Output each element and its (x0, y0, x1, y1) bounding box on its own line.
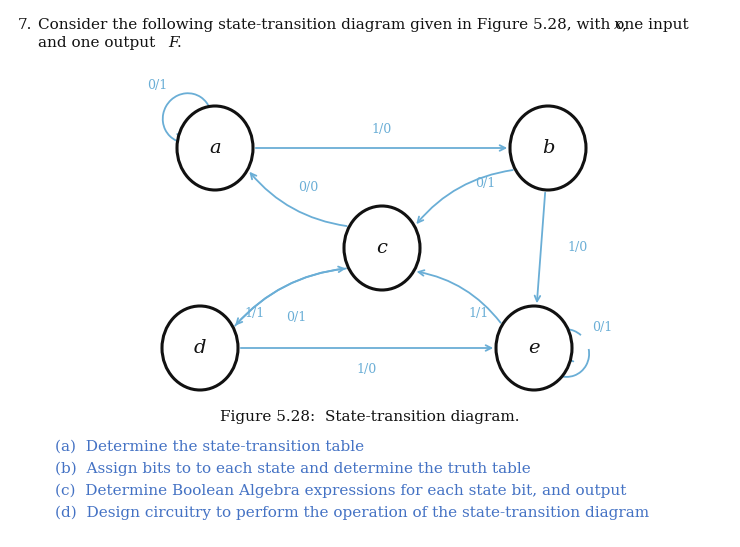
Text: e: e (528, 339, 539, 357)
Text: 1/1: 1/1 (469, 306, 489, 319)
Text: ,: , (621, 18, 626, 32)
Text: 0/0: 0/0 (298, 182, 319, 195)
Text: a: a (209, 139, 221, 157)
Text: (a)  Determine the state-transition table: (a) Determine the state-transition table (55, 440, 364, 454)
Text: 1/0: 1/0 (357, 364, 377, 376)
Text: c: c (377, 239, 388, 257)
Text: and one output: and one output (38, 36, 160, 50)
Ellipse shape (162, 306, 238, 390)
Text: 0/1: 0/1 (147, 79, 167, 92)
Text: (b)  Assign bits to to each state and determine the truth table: (b) Assign bits to to each state and det… (55, 462, 531, 476)
Text: 0/1: 0/1 (592, 322, 612, 335)
Text: (c)  Determine Boolean Algebra expressions for each state bit, and output: (c) Determine Boolean Algebra expression… (55, 484, 626, 498)
Text: 1/0: 1/0 (568, 241, 588, 254)
Text: (d)  Design circuitry to perform the operation of the state-transition diagram: (d) Design circuitry to perform the oper… (55, 506, 649, 520)
Text: .: . (177, 36, 182, 50)
Ellipse shape (510, 106, 586, 190)
Ellipse shape (344, 206, 420, 290)
Text: d: d (194, 339, 206, 357)
Text: 1/0: 1/0 (371, 124, 391, 137)
Text: 0/1: 0/1 (286, 311, 306, 324)
Ellipse shape (496, 306, 572, 390)
Text: 7.: 7. (18, 18, 33, 32)
Text: Figure 5.28:  State-transition diagram.: Figure 5.28: State-transition diagram. (221, 410, 519, 424)
Text: Consider the following state-transition diagram given in Figure 5.28, with one i: Consider the following state-transition … (38, 18, 693, 32)
Ellipse shape (177, 106, 253, 190)
Text: 0/1: 0/1 (475, 177, 495, 189)
Text: x: x (614, 18, 622, 32)
Text: 1/1: 1/1 (245, 306, 265, 319)
Text: b: b (542, 139, 554, 157)
Text: F: F (168, 36, 178, 50)
